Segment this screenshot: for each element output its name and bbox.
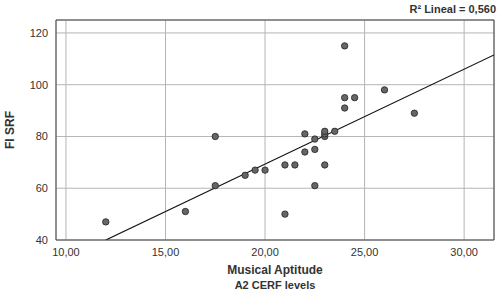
html-text:R² Lineal = 0,560: R² Lineal = 0,560 bbox=[409, 3, 496, 15]
svg-text:80: 80 bbox=[36, 130, 48, 142]
svg-text:FI SRF: FI SRF bbox=[8, 111, 17, 149]
html-text:A2 CERF levels: A2 CERF levels bbox=[234, 279, 316, 291]
svg-text:120: 120 bbox=[30, 27, 48, 39]
svg-text:40: 40 bbox=[36, 234, 48, 246]
svg-text:100: 100 bbox=[30, 79, 48, 91]
svg-text:20,00: 20,00 bbox=[251, 246, 279, 258]
svg-text:15,00: 15,00 bbox=[152, 246, 180, 258]
svg-text:30,00: 30,00 bbox=[450, 246, 478, 258]
svg-text:10,00: 10,00 bbox=[52, 246, 80, 258]
svg-text:60: 60 bbox=[36, 182, 48, 194]
svg-text:Musical Aptitude: Musical Aptitude bbox=[227, 263, 323, 277]
svg-text:25,00: 25,00 bbox=[351, 246, 379, 258]
